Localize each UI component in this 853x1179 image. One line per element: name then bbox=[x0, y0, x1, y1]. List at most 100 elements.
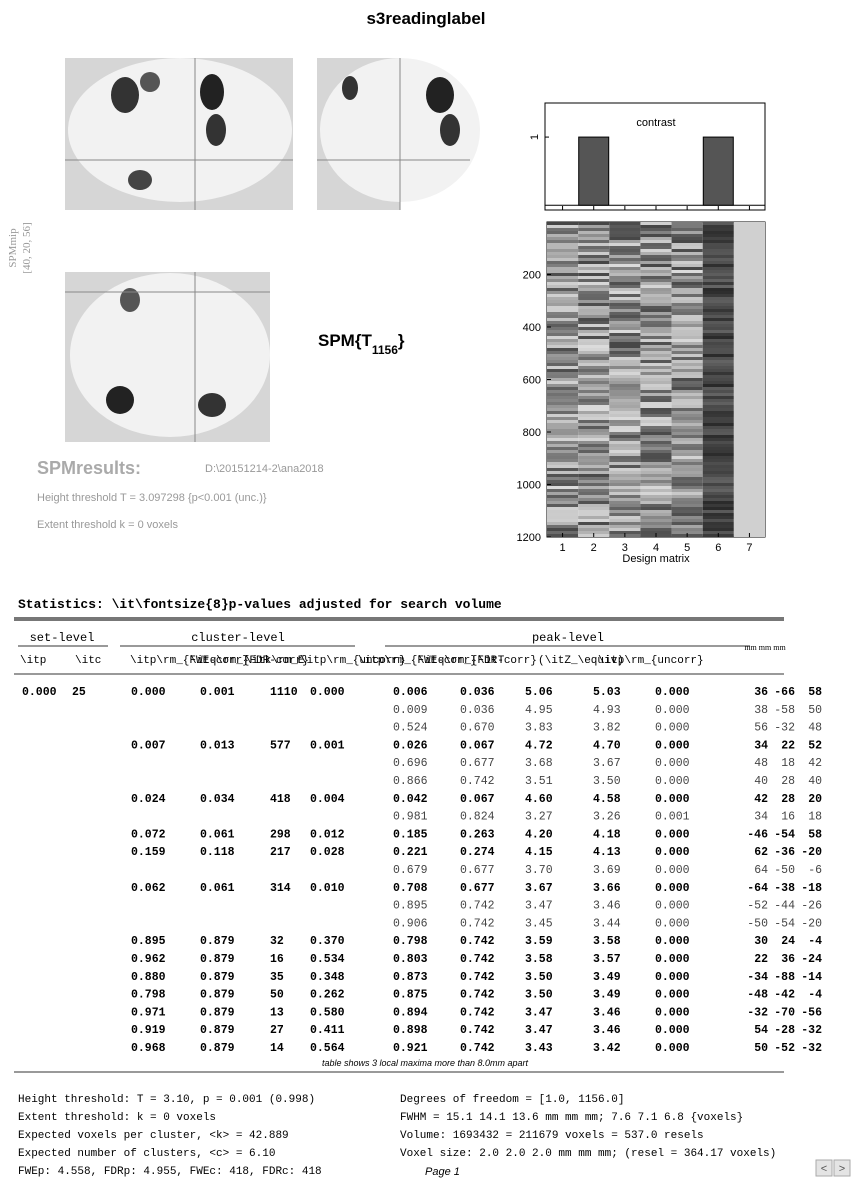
design-stripe bbox=[640, 267, 671, 270]
table-cell: 0.072 bbox=[131, 828, 166, 841]
design-column bbox=[734, 222, 765, 537]
table-cell: 0.000 bbox=[655, 900, 690, 913]
table-cell: 0.159 bbox=[131, 846, 166, 859]
table-cell: 3.51 bbox=[525, 775, 553, 788]
design-stripe bbox=[672, 237, 703, 240]
table-cell: -46 bbox=[747, 828, 768, 841]
design-stripe bbox=[547, 258, 578, 261]
results-path: D:\20151214-2\ana2018 bbox=[205, 463, 324, 475]
design-stripe bbox=[640, 276, 671, 279]
design-stripe bbox=[547, 501, 578, 504]
design-stripe bbox=[547, 480, 578, 483]
design-stripe bbox=[672, 405, 703, 408]
prev-button[interactable]: < bbox=[816, 1160, 832, 1176]
design-stripe bbox=[703, 390, 734, 393]
design-stripe bbox=[547, 420, 578, 423]
prev-text[interactable]: < bbox=[821, 1163, 827, 1175]
design-stripe bbox=[640, 261, 671, 264]
design-stripe bbox=[703, 243, 734, 246]
design-stripe bbox=[672, 459, 703, 462]
table-cell: 4.60 bbox=[525, 793, 553, 806]
design-stripe bbox=[640, 255, 671, 258]
design-stripe bbox=[547, 450, 578, 453]
table-cell: 0.742 bbox=[460, 989, 495, 1002]
design-stripe bbox=[609, 267, 640, 270]
table-cell: 4.70 bbox=[593, 739, 621, 752]
design-stripe bbox=[609, 447, 640, 450]
table-cell: 0.742 bbox=[460, 900, 495, 913]
table-cell: 4.13 bbox=[593, 846, 621, 859]
design-stripe bbox=[640, 507, 671, 510]
design-stripe bbox=[703, 384, 734, 387]
table-cell: 3.27 bbox=[525, 811, 553, 824]
design-stripe bbox=[578, 339, 609, 342]
design-stripe bbox=[640, 237, 671, 240]
design-stripe bbox=[640, 501, 671, 504]
design-stripe bbox=[547, 306, 578, 309]
design-stripe bbox=[640, 468, 671, 471]
design-stripe bbox=[547, 327, 578, 330]
design-stripe bbox=[672, 516, 703, 519]
table-cell: -70 bbox=[774, 1006, 795, 1019]
next-button[interactable]: > bbox=[834, 1160, 850, 1176]
table-cell: 0.895 bbox=[131, 935, 166, 948]
blob bbox=[106, 386, 134, 414]
table-cell: 3.49 bbox=[593, 989, 621, 1002]
design-stripe bbox=[609, 426, 640, 429]
table-cell: 0.921 bbox=[393, 1042, 428, 1055]
design-stripe bbox=[547, 351, 578, 354]
table-cell: 16 bbox=[270, 953, 284, 966]
next-text[interactable]: > bbox=[839, 1163, 845, 1175]
table-cell: 0.000 bbox=[655, 686, 690, 699]
table-cell: 0.370 bbox=[310, 935, 345, 948]
table-cell: 3.46 bbox=[593, 1006, 621, 1019]
design-stripe bbox=[547, 393, 578, 396]
design-stripe bbox=[703, 498, 734, 501]
design-stripe bbox=[609, 228, 640, 231]
table-cell: 0.879 bbox=[200, 935, 235, 948]
table-cell: 0.898 bbox=[393, 1024, 428, 1037]
design-stripe bbox=[703, 492, 734, 495]
design-stripe bbox=[578, 390, 609, 393]
design-stripe bbox=[547, 378, 578, 381]
design-stripe bbox=[672, 234, 703, 237]
design-stripe bbox=[640, 399, 671, 402]
design-stripe bbox=[640, 516, 671, 519]
design-stripe bbox=[672, 426, 703, 429]
design-stripe bbox=[547, 312, 578, 315]
design-stripe bbox=[672, 375, 703, 378]
design-stripe bbox=[547, 477, 578, 480]
design-stripe bbox=[547, 348, 578, 351]
table-cell: 0.000 bbox=[655, 1042, 690, 1055]
table-cell: -54 bbox=[774, 917, 795, 930]
design-stripe bbox=[578, 414, 609, 417]
design-stripe bbox=[547, 396, 578, 399]
design-stripe bbox=[578, 411, 609, 414]
footer-right: FWHM = 15.1 14.1 13.6 mm mm mm; 7.6 7.1 … bbox=[400, 1112, 743, 1124]
blob bbox=[128, 170, 152, 190]
design-stripe bbox=[609, 441, 640, 444]
design-stripe bbox=[578, 453, 609, 456]
design-stripe bbox=[578, 369, 609, 372]
design-stripe bbox=[578, 474, 609, 477]
design-stripe bbox=[547, 360, 578, 363]
design-image bbox=[547, 222, 765, 537]
design-stripe bbox=[672, 510, 703, 513]
table-cell: -32 bbox=[747, 1006, 768, 1019]
table-cell: 0.564 bbox=[310, 1042, 345, 1055]
design-stripe bbox=[609, 357, 640, 360]
page-label: Page 1 bbox=[425, 1166, 460, 1178]
design-stripe bbox=[609, 483, 640, 486]
column-header: \itT bbox=[478, 655, 505, 667]
table-cell: 4.20 bbox=[525, 828, 553, 841]
design-stripe bbox=[609, 231, 640, 234]
design-stripe bbox=[640, 522, 671, 525]
design-stripe bbox=[640, 480, 671, 483]
design-stripe bbox=[609, 252, 640, 255]
design-stripe bbox=[609, 351, 640, 354]
design-stripe bbox=[640, 240, 671, 243]
table-cell: 0.798 bbox=[393, 935, 428, 948]
design-stripe bbox=[609, 315, 640, 318]
design-stripe bbox=[547, 363, 578, 366]
table-cell: 0.742 bbox=[460, 917, 495, 930]
